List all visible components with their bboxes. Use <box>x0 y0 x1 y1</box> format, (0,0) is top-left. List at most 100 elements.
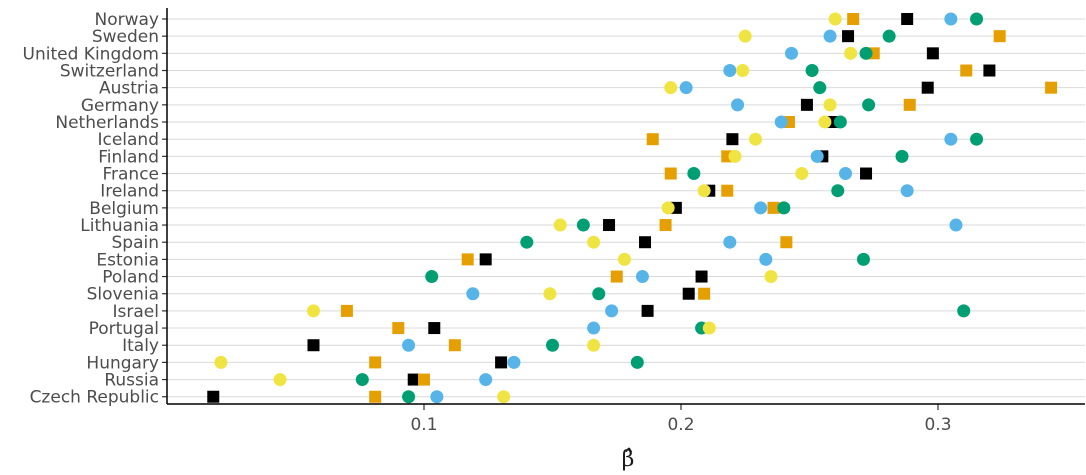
data-points <box>207 12 1058 404</box>
square-marker <box>903 98 916 111</box>
circle-marker <box>402 338 416 352</box>
circle-marker <box>838 167 852 181</box>
circle-marker <box>944 132 958 146</box>
circle-marker <box>900 184 914 198</box>
square-marker <box>780 236 793 249</box>
circle-marker <box>402 390 416 404</box>
circle-marker <box>785 46 799 60</box>
y-tick-label: Sweden <box>92 27 159 47</box>
circle-marker <box>687 167 701 181</box>
square-marker <box>646 133 659 146</box>
square-marker <box>767 201 780 214</box>
circle-marker <box>970 12 984 26</box>
square-marker <box>461 253 474 266</box>
circle-marker <box>553 218 567 232</box>
circle-marker <box>738 29 752 43</box>
x-tick-label: 0.1 <box>410 415 437 435</box>
x-axis-title: β̂ <box>622 447 635 472</box>
square-marker <box>860 167 873 180</box>
square-marker <box>448 339 461 352</box>
circle-marker <box>664 81 678 95</box>
square-marker <box>901 13 914 25</box>
circle-marker <box>702 321 716 335</box>
square-marker <box>369 356 382 369</box>
grid-lines <box>167 18 1085 398</box>
circle-marker <box>587 321 601 335</box>
square-marker <box>479 253 492 266</box>
circle-marker <box>957 304 971 318</box>
circle-marker <box>862 98 876 112</box>
square-marker <box>664 167 677 180</box>
square-marker <box>826 116 839 129</box>
square-marker <box>428 322 441 335</box>
square-marker <box>842 30 855 43</box>
square-marker <box>726 133 739 146</box>
square-marker <box>603 219 616 232</box>
y-tick-label: United Kingdom <box>23 44 159 64</box>
circle-marker <box>355 373 369 387</box>
circle-marker <box>214 355 228 369</box>
circle-marker <box>661 201 675 215</box>
square-marker <box>1045 81 1058 94</box>
circle-marker <box>831 184 845 198</box>
circle-marker <box>805 64 819 78</box>
circle-marker <box>543 287 557 301</box>
circle-marker <box>728 149 742 163</box>
y-tick-label: Iceland <box>97 130 159 150</box>
circle-marker <box>587 338 601 352</box>
x-tick-label: 0.2 <box>667 415 694 435</box>
y-tick-label: Finland <box>98 147 159 167</box>
square-marker <box>782 116 795 129</box>
y-tick-label: Netherlands <box>55 113 159 133</box>
circle-marker <box>754 201 768 215</box>
circle-marker <box>844 46 858 60</box>
circle-marker <box>507 355 521 369</box>
square-marker <box>721 184 734 197</box>
square-marker <box>800 98 813 111</box>
circle-marker <box>944 12 958 26</box>
square-marker <box>960 64 973 77</box>
circle-marker <box>823 98 837 112</box>
circle-marker <box>697 184 711 198</box>
circle-marker <box>895 149 909 163</box>
square-marker <box>659 219 672 232</box>
square-marker <box>639 236 652 249</box>
square-marker <box>921 81 934 94</box>
y-tick-label: Italy <box>122 336 159 356</box>
y-tick-label: Israel <box>113 302 159 322</box>
square-marker <box>207 390 220 403</box>
circle-marker <box>736 64 750 78</box>
square-marker <box>993 30 1006 43</box>
circle-marker <box>882 29 896 43</box>
circle-marker <box>777 201 791 215</box>
circle-marker <box>605 304 619 318</box>
square-marker <box>682 287 695 300</box>
x-axis: 0.1 0.2 0.3 <box>410 404 952 435</box>
circle-marker <box>576 218 590 232</box>
circle-marker <box>810 149 824 163</box>
circle-marker <box>466 287 480 301</box>
y-tick-label: Russia <box>104 371 159 391</box>
circle-marker <box>833 115 847 129</box>
y-tick-label: Ireland <box>100 182 159 202</box>
circle-marker <box>430 390 444 404</box>
x-tick-label: 0.3 <box>924 415 951 435</box>
circle-marker <box>630 355 644 369</box>
y-tick-label: Lithuania <box>80 216 159 236</box>
square-marker <box>641 304 654 317</box>
circle-marker <box>546 338 559 352</box>
square-marker <box>392 322 405 335</box>
square-marker <box>369 390 382 403</box>
circle-marker <box>749 132 763 146</box>
circle-marker <box>617 252 631 266</box>
y-tick-label: Switzerland <box>60 62 159 82</box>
circle-marker <box>497 390 511 404</box>
circle-marker <box>795 167 809 181</box>
circle-marker <box>813 81 827 95</box>
circle-marker <box>759 252 773 266</box>
square-marker <box>926 47 939 60</box>
circle-marker <box>635 270 649 284</box>
y-tick-label: Portugal <box>89 319 159 339</box>
y-tick-label: Estonia <box>96 250 159 270</box>
circle-marker <box>425 270 439 284</box>
